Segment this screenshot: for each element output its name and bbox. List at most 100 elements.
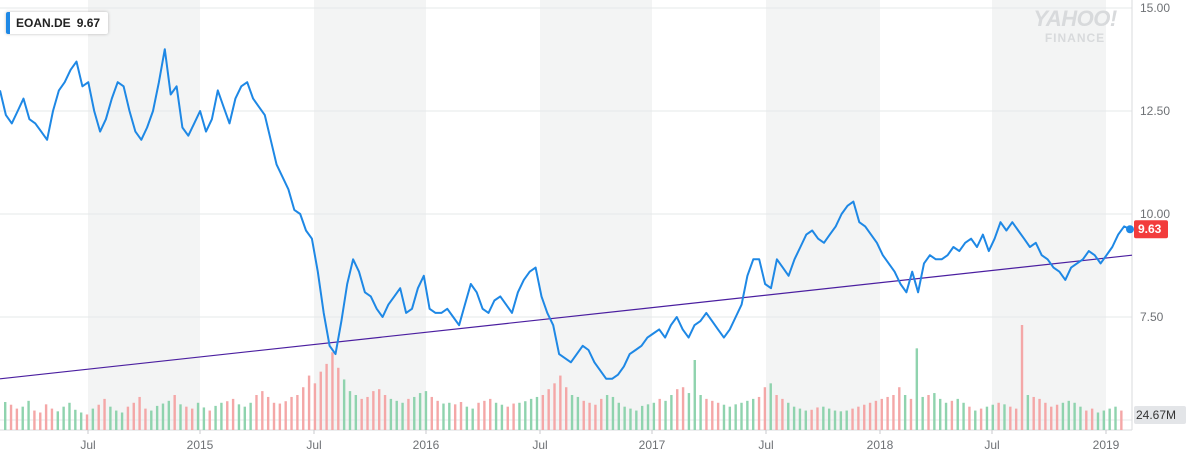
- volume-badge: 24.67M: [1134, 406, 1186, 424]
- volume-bar: [360, 398, 363, 430]
- x-tick-label: 2015: [187, 438, 214, 452]
- volume-bar: [261, 391, 264, 430]
- volume-bar: [120, 412, 124, 430]
- volume-bar: [313, 383, 317, 430]
- volume-bar: [705, 398, 708, 430]
- volume-bar: [191, 408, 194, 430]
- volume-bar: [1044, 402, 1047, 430]
- volume-bar: [962, 402, 965, 430]
- trend-line: [0, 254, 1133, 380]
- ticker-legend[interactable]: EOAN.DE 9.67: [6, 12, 109, 34]
- volume-bar: [430, 396, 433, 430]
- volume-bar: [471, 408, 474, 430]
- volume-bar: [746, 400, 749, 430]
- volume-bar: [325, 363, 328, 430]
- volume-bar: [652, 402, 656, 430]
- volume-bar: [974, 410, 977, 430]
- band-1: [314, 0, 426, 430]
- price-line[interactable]: [0, 48, 1131, 380]
- volume-bar: [465, 406, 469, 430]
- volume-bar: [1090, 408, 1094, 430]
- volume-bar: [985, 406, 989, 430]
- volume-bar: [979, 408, 983, 430]
- volume-bar: [997, 402, 1000, 430]
- band-3: [766, 0, 880, 430]
- volume-bar: [214, 405, 217, 430]
- volume-bar: [272, 402, 276, 430]
- volume-bar: [1067, 400, 1070, 430]
- volume-bar: [302, 387, 305, 430]
- volume-bar: [874, 400, 878, 430]
- volume-bars: [4, 325, 1123, 430]
- volume-bar: [605, 395, 609, 430]
- volume-bar: [1032, 396, 1035, 430]
- volume-bar: [588, 402, 591, 430]
- ticker-symbol: EOAN.DE: [16, 16, 71, 30]
- volume-bar: [611, 396, 615, 430]
- band-4: [992, 0, 1106, 430]
- volume-bar: [1102, 410, 1106, 430]
- volume-bar: [570, 395, 574, 430]
- volume-bar: [296, 395, 299, 430]
- y-tick-label: 15.00: [1140, 1, 1170, 15]
- volume-bar: [103, 398, 106, 430]
- volume-bar: [62, 406, 65, 430]
- ticker-price: 9.67: [76, 16, 101, 30]
- volume-bar: [79, 412, 83, 430]
- volume-bar: [670, 395, 673, 430]
- volume-bar: [372, 391, 375, 430]
- volume-bar: [798, 408, 802, 430]
- volume-bar: [202, 407, 206, 430]
- volume-bar: [757, 396, 761, 430]
- x-tick-label: Jul: [532, 438, 547, 452]
- volume-bar: [1073, 402, 1076, 430]
- volume-bar: [868, 402, 872, 430]
- last-price-badge: 9.63: [1134, 220, 1168, 239]
- volume-bar: [851, 408, 854, 430]
- volume-bar: [144, 408, 147, 430]
- x-tick-label: 2017: [639, 438, 666, 452]
- volume-bar: [33, 410, 36, 430]
- volume-bar: [716, 402, 720, 430]
- volume-bar: [991, 404, 994, 430]
- volume-bar: [354, 395, 358, 430]
- volume-bar: [220, 402, 223, 430]
- volume-bar: [342, 379, 346, 430]
- volume-bar: [576, 396, 580, 430]
- volume-bar: [927, 395, 930, 430]
- volume-bar: [763, 387, 767, 430]
- volume-bar: [477, 402, 480, 430]
- volume-bar: [249, 402, 252, 430]
- volume-bar: [1096, 412, 1100, 430]
- volume-bar: [635, 410, 638, 430]
- volume-bar: [337, 367, 340, 430]
- volume-bar: [4, 402, 7, 430]
- volume-bar: [424, 391, 428, 430]
- volume-bar: [933, 393, 936, 430]
- volume-bar: [792, 406, 796, 430]
- volume-bar: [448, 402, 451, 430]
- volume-bar: [506, 406, 509, 430]
- x-axis-tick-labels: Jul 2015 Jul 2016 Jul 2017 Jul 2018 Jul 2019: [80, 430, 1120, 452]
- volume-bar: [529, 398, 533, 430]
- volume-bar: [898, 387, 901, 430]
- volume-bar: [97, 404, 100, 430]
- volume-bar: [1079, 406, 1082, 430]
- volume-bar: [21, 406, 24, 430]
- volume-bar: [489, 398, 492, 430]
- volume-bar: [436, 400, 439, 430]
- volume-bar: [968, 406, 971, 430]
- volume-bar: [600, 398, 603, 430]
- volume-bar: [395, 400, 398, 430]
- volume-bar: [617, 402, 620, 430]
- volume-bar: [687, 393, 691, 430]
- volume-bar: [383, 395, 387, 430]
- volume-bar: [752, 398, 755, 430]
- volume-bar: [307, 375, 311, 430]
- volume-bar: [1026, 395, 1030, 430]
- volume-bar: [1014, 408, 1018, 430]
- volume-bar: [56, 411, 59, 430]
